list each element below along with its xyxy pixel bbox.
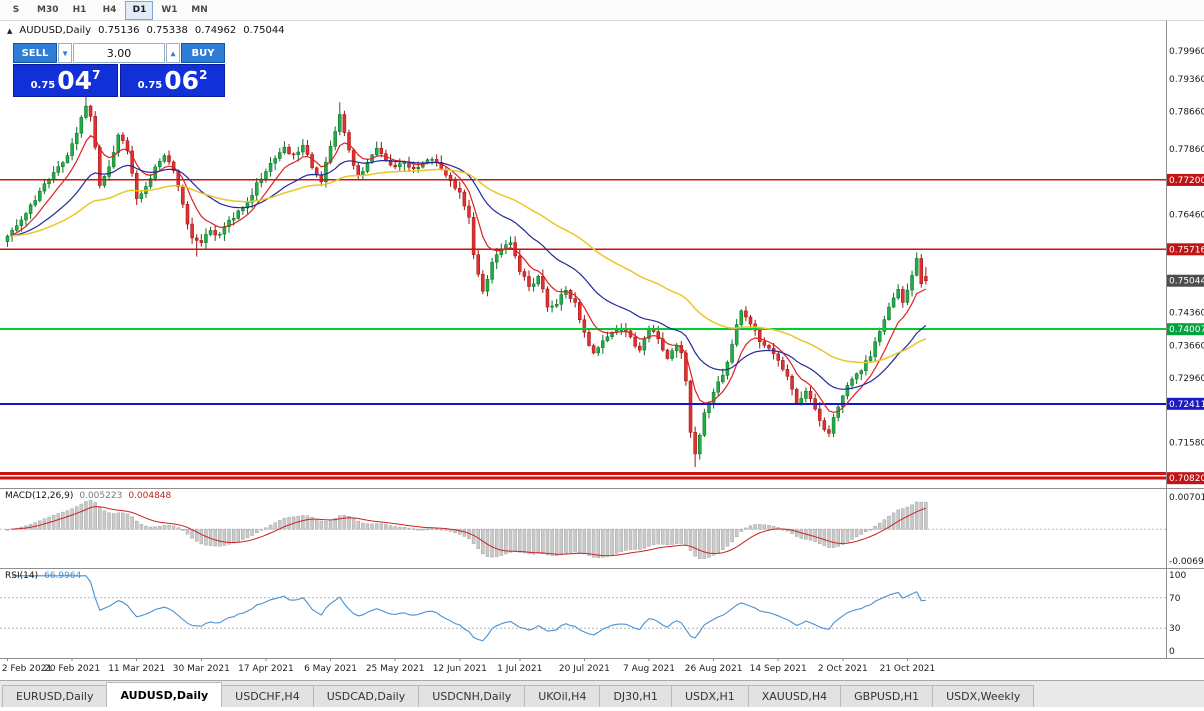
timeframe-button-w1[interactable]: W1 xyxy=(161,5,178,15)
macd-name: MACD(12,26,9) xyxy=(5,491,74,501)
macd-value-signal: 0.004848 xyxy=(128,491,172,501)
buy-button[interactable]: BUY xyxy=(181,43,225,63)
buy-price-sup: 2 xyxy=(199,68,208,82)
svg-text:20 Jul 2021: 20 Jul 2021 xyxy=(559,664,610,674)
buy-price-prefix: 0.75 xyxy=(137,80,163,91)
chart-tab-ukoil-h4[interactable]: UKOil,H4 xyxy=(524,685,601,707)
rsi-header: RSI(14) 66.9964 xyxy=(5,571,81,581)
ohlc-close: 0.75044 xyxy=(243,25,285,36)
symbol-header: ▲ AUDUSD,Daily 0.75136 0.75338 0.74962 0… xyxy=(7,24,285,37)
timeframe-button-h4[interactable]: H4 xyxy=(102,5,117,15)
rsi-pane xyxy=(0,575,1166,642)
svg-text:0: 0 xyxy=(1169,647,1175,657)
svg-text:17 Apr 2021: 17 Apr 2021 xyxy=(238,664,294,674)
buy-price-display[interactable]: 0.75 06 2 xyxy=(120,64,225,97)
horizontal-lines-layer[interactable] xyxy=(0,179,1166,480)
timeframe-button-s[interactable]: S xyxy=(12,5,20,15)
ohlc-open: 0.75136 xyxy=(98,25,140,36)
svg-text:0.75716: 0.75716 xyxy=(1169,245,1204,255)
caret-down-icon: ▼ xyxy=(62,49,68,57)
svg-text:6 May 2021: 6 May 2021 xyxy=(304,664,357,674)
svg-text:2 Feb 2021: 2 Feb 2021 xyxy=(2,664,52,674)
pane-separators[interactable] xyxy=(0,21,1204,659)
chart-tab-usdchf-h4[interactable]: USDCHF,H4 xyxy=(221,685,314,707)
macd-pane xyxy=(0,500,1166,559)
rsi-value: 66.9964 xyxy=(44,571,82,581)
chart-tabs-bar: EURUSD,Daily AUDUSD,Daily USDCHF,H4 USDCAD,… xyxy=(0,680,1204,707)
svg-text:70: 70 xyxy=(1169,594,1181,604)
price-axis[interactable]: 0.79960 0.79360 0.78660 0.77860 0.76460 0.743… xyxy=(1167,47,1204,485)
svg-text:20 Feb 2021: 20 Feb 2021 xyxy=(44,664,100,674)
svg-text:7 Aug 2021: 7 Aug 2021 xyxy=(623,664,675,674)
chart-tab-usdx-weekly[interactable]: USDX,Weekly xyxy=(932,685,1035,707)
svg-text:21 Oct 2021: 21 Oct 2021 xyxy=(880,664,936,674)
chart-tab-gbpusd-h1[interactable]: GBPUSD,H1 xyxy=(840,685,934,707)
svg-text:0.77860: 0.77860 xyxy=(1169,145,1204,155)
volume-down-button[interactable]: ▼ xyxy=(58,43,72,63)
candlestick-layer xyxy=(5,87,928,467)
sell-price-display[interactable]: 0.75 04 7 xyxy=(13,64,118,97)
chart-tab-dj30-h1[interactable]: DJ30,H1 xyxy=(599,685,672,707)
volume-up-button[interactable]: ▲ xyxy=(166,43,180,63)
svg-text:0.76460: 0.76460 xyxy=(1169,211,1204,221)
caret-up-icon: ▲ xyxy=(170,49,176,57)
chart-tab-xauusd-h4[interactable]: XAUUSD,H4 xyxy=(747,685,842,707)
timeframe-button-mn[interactable]: MN xyxy=(191,5,208,15)
svg-text:25 May 2021: 25 May 2021 xyxy=(366,664,425,674)
sell-price-prefix: 0.75 xyxy=(30,80,56,91)
svg-text:0.00701: 0.00701 xyxy=(1169,493,1204,503)
svg-text:30 Mar 2021: 30 Mar 2021 xyxy=(173,664,230,674)
moving-average-24 xyxy=(11,160,927,390)
indicator-axis[interactable]: 0.00701 -0.00692 100 70 30 0 xyxy=(1169,493,1204,657)
chart-tab-eurusd-daily[interactable]: EURUSD,Daily xyxy=(2,685,108,707)
svg-text:2 Oct 2021: 2 Oct 2021 xyxy=(818,664,868,674)
svg-text:-0.00692: -0.00692 xyxy=(1169,557,1204,567)
svg-text:0.70820: 0.70820 xyxy=(1169,474,1204,484)
svg-text:100: 100 xyxy=(1169,571,1186,581)
macd-value-main: 0.005223 xyxy=(79,491,123,501)
timeframe-button-d1[interactable]: D1 xyxy=(125,0,154,20)
moving-average-55 xyxy=(12,168,927,364)
svg-text:0.77200: 0.77200 xyxy=(1169,176,1204,186)
timeframe-button-h1[interactable]: H1 xyxy=(72,5,87,15)
ohlc-low: 0.74962 xyxy=(194,25,237,36)
ohlc-high: 0.75338 xyxy=(146,25,188,36)
svg-text:0.72411: 0.72411 xyxy=(1169,400,1204,410)
timeframe-toolbar: S M30 H1 H4 D1 W1 MN xyxy=(0,0,1204,21)
svg-text:12 Jun 2021: 12 Jun 2021 xyxy=(433,664,487,674)
macd-header: MACD(12,26,9) 0.005223 0.004848 xyxy=(5,491,171,501)
svg-text:11 Mar 2021: 11 Mar 2021 xyxy=(108,664,165,674)
svg-text:14 Sep 2021: 14 Sep 2021 xyxy=(750,664,807,674)
svg-text:0.75044: 0.75044 xyxy=(1169,277,1204,287)
sell-button[interactable]: SELL xyxy=(13,43,57,63)
chart-tab-audusd-daily[interactable]: AUDUSD,Daily xyxy=(106,682,223,707)
chart-tab-usdcad-daily[interactable]: USDCAD,Daily xyxy=(312,685,420,707)
chart-tab-usdx-h1[interactable]: USDX,H1 xyxy=(670,685,749,707)
svg-text:26 Aug 2021: 26 Aug 2021 xyxy=(685,664,743,674)
svg-text:0.73660: 0.73660 xyxy=(1169,341,1204,351)
svg-text:0.79360: 0.79360 xyxy=(1169,75,1204,85)
svg-text:0.74007: 0.74007 xyxy=(1169,325,1204,335)
svg-text:1 Jul 2021: 1 Jul 2021 xyxy=(497,664,542,674)
chart-tab-usdcnh-daily[interactable]: USDCNH,Daily xyxy=(418,685,526,707)
svg-text:0.74360: 0.74360 xyxy=(1169,309,1204,319)
timeframe-button-m30[interactable]: M30 xyxy=(37,5,59,15)
one-click-trading-panel: SELL ▼ 3.00 ▲ BUY 0.75 04 7 0.75 06 2 xyxy=(13,43,225,97)
svg-text:30: 30 xyxy=(1169,624,1181,634)
volume-input[interactable]: 3.00 xyxy=(73,43,165,63)
collapse-panel-icon[interactable]: ▲ xyxy=(7,26,13,35)
moving-average-8 xyxy=(11,134,927,414)
symbol-name: AUDUSD,Daily xyxy=(19,25,92,36)
svg-text:0.79960: 0.79960 xyxy=(1169,47,1204,57)
svg-text:0.72960: 0.72960 xyxy=(1169,374,1204,384)
svg-text:0.78660: 0.78660 xyxy=(1169,108,1204,118)
rsi-name: RSI(14) xyxy=(5,571,39,581)
sell-price-main: 04 xyxy=(57,66,93,95)
sell-price-sup: 7 xyxy=(92,68,101,82)
buy-price-main: 06 xyxy=(164,66,200,95)
svg-text:0.71580: 0.71580 xyxy=(1169,439,1204,449)
